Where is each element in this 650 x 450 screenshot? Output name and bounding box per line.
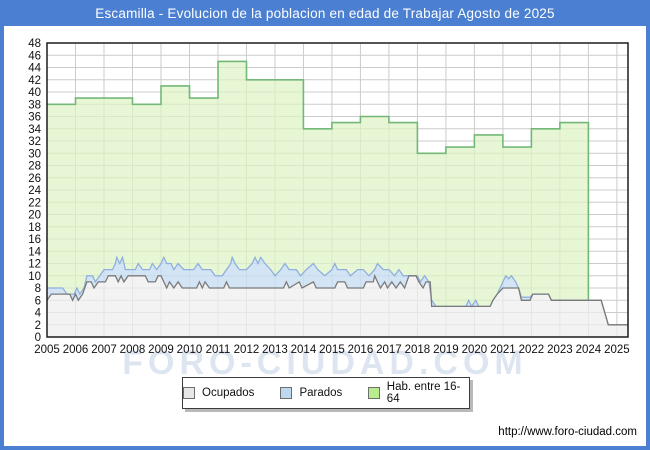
- title-bar: Escamilla - Evolucion de la poblacion en…: [0, 0, 650, 26]
- y-tick-label: 30: [28, 148, 41, 160]
- frame-right: [646, 0, 650, 450]
- legend-label-hab16-64: Hab. entre 16-64: [386, 381, 461, 405]
- hab16-64-swatch-icon: [368, 387, 380, 399]
- footer-url-link[interactable]: http://www.foro-ciudad.com: [498, 426, 637, 438]
- y-tick-label: 2: [35, 320, 41, 332]
- y-tick-label: 44: [28, 63, 41, 75]
- ocupados-line: [46, 273, 628, 326]
- x-tick-label: 2022: [519, 344, 545, 356]
- y-tick-label: 0: [35, 332, 41, 344]
- y-tick-label: 8: [35, 283, 41, 295]
- page-title: Escamilla - Evolucion de la poblacion en…: [95, 5, 555, 21]
- x-tick-label: 2025: [604, 344, 630, 356]
- ocupados-area: [47, 275, 628, 337]
- x-tick-label: 2010: [177, 344, 203, 356]
- x-tick-label: 2020: [462, 344, 488, 356]
- x-tick-label: 2009: [148, 344, 174, 356]
- y-tick-label: 42: [28, 75, 41, 87]
- legend-item-hab16-64: Hab. entre 16-64: [368, 381, 469, 405]
- x-tick-label: 2006: [63, 344, 89, 356]
- x-tick-label: 2011: [206, 344, 231, 356]
- x-tick-label: 2012: [234, 344, 260, 356]
- x-tick-label: 2007: [91, 344, 117, 356]
- x-tick-label: 2013: [262, 344, 288, 356]
- x-tick-label: 2008: [120, 344, 146, 356]
- legend-label-ocupados: Ocupados: [202, 387, 255, 399]
- ocupados-swatch-icon: [183, 387, 195, 399]
- x-tick-label: 2014: [291, 344, 317, 356]
- y-tick-label: 18: [28, 222, 41, 234]
- y-tick-label: 20: [28, 210, 41, 222]
- y-tick-label: 48: [28, 38, 41, 50]
- y-tick-label: 26: [28, 173, 41, 185]
- frame-bottom: [0, 446, 650, 450]
- y-tick-label: 32: [28, 136, 41, 148]
- watermark: FORO-CIUDAD.COM: [122, 344, 528, 382]
- parados-area: [47, 257, 628, 325]
- y-tick-label: 28: [28, 161, 41, 173]
- y-tick-label: 6: [35, 295, 41, 307]
- y-tick-label: 22: [28, 197, 41, 209]
- parados-swatch-icon: [280, 387, 293, 399]
- x-tick-label: 2015: [319, 344, 345, 356]
- y-tick-label: 34: [28, 124, 41, 136]
- hab-16-64-area: [47, 61, 589, 307]
- x-tick-label: 2024: [576, 344, 602, 356]
- legend-item-ocupados: Ocupados: [183, 387, 254, 399]
- x-tick-label: 2018: [405, 344, 431, 356]
- plot-border: [46, 42, 629, 338]
- x-tick-label: 2005: [34, 344, 60, 356]
- x-tick-label: 2016: [348, 344, 374, 356]
- y-tick-label: 4: [35, 308, 42, 320]
- y-tick-label: 10: [28, 271, 41, 283]
- hab-16-64-line: [47, 60, 590, 301]
- x-tick-label: 2023: [547, 344, 573, 356]
- y-tick-label: 24: [28, 185, 41, 197]
- legend-label-parados: Parados: [299, 387, 343, 399]
- legend-item-parados: Parados: [280, 387, 342, 399]
- y-tick-label: 40: [28, 87, 41, 99]
- x-tick-label: 2021: [490, 344, 516, 356]
- y-tick-label: 16: [28, 234, 41, 246]
- frame-left: [0, 0, 4, 450]
- y-tick-label: 46: [28, 50, 41, 62]
- y-tick-label: 14: [28, 246, 41, 258]
- x-tick-label: 2019: [433, 344, 459, 356]
- y-tick-label: 36: [28, 112, 41, 124]
- legend-box: Ocupados Parados Hab. entre 16-64: [182, 377, 470, 409]
- y-tick-label: 12: [28, 259, 41, 271]
- x-tick-label: 2017: [376, 344, 402, 356]
- y-tick-label: 38: [28, 99, 41, 111]
